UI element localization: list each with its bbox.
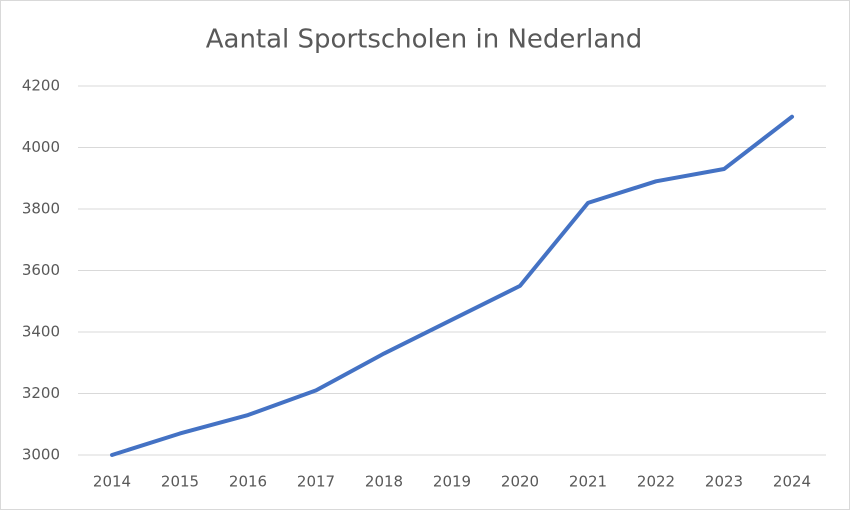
y-tick-label: 3000 [22, 446, 60, 464]
y-tick-label: 4000 [22, 138, 60, 156]
y-tick-label: 3600 [22, 261, 60, 279]
y-tick-label: 4200 [22, 77, 60, 95]
x-tick-label: 2023 [705, 473, 743, 491]
x-tick-label: 2020 [501, 473, 539, 491]
x-tick-label: 2015 [161, 473, 199, 491]
x-tick-label: 2024 [773, 473, 811, 491]
x-tick-label: 2018 [365, 473, 403, 491]
x-tick-label: 2016 [229, 473, 267, 491]
x-tick-label: 2021 [569, 473, 607, 491]
x-tick-label: 2022 [637, 473, 675, 491]
x-tick-label: 2014 [93, 473, 131, 491]
data-line [110, 114, 794, 457]
y-tick-label: 3400 [22, 323, 60, 341]
y-tick-label: 3200 [22, 384, 60, 402]
x-tick-label: 2017 [297, 473, 335, 491]
x-tick-label: 2019 [433, 473, 471, 491]
chart-title: Aantal Sportscholen in Nederland [206, 25, 643, 55]
y-tick-label: 3800 [22, 200, 60, 218]
